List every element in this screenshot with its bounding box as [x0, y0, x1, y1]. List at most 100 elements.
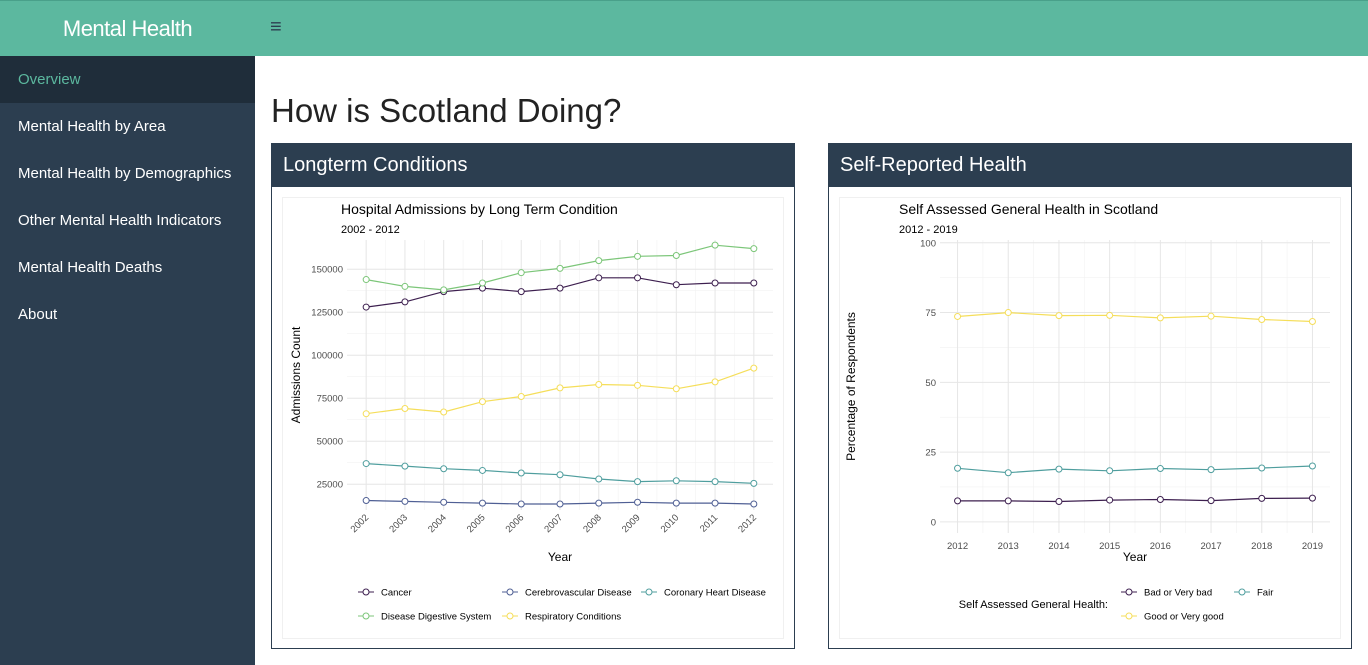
longterm-conditions-box: Longterm Conditions Hospital Admissions …: [271, 143, 795, 649]
data-point: [595, 475, 603, 483]
data-point: [440, 498, 448, 506]
sidebar-item-mental-health-by-demographics[interactable]: Mental Health by Demographics: [18, 165, 232, 182]
x-tick-label: 2019: [1302, 541, 1323, 552]
data-point: [954, 497, 962, 505]
x-tick-label: 2003: [387, 512, 410, 535]
y-tick-label: 150000: [311, 265, 343, 276]
data-point: [517, 288, 525, 296]
series-line: [957, 465, 1313, 474]
sidebar-item-mental-health-by-area[interactable]: Mental Health by Area: [18, 118, 166, 135]
legend-label: Disease Digestive System: [381, 612, 491, 623]
y-tick-label: 75000: [317, 394, 343, 405]
app-title[interactable]: Mental Health: [62, 16, 193, 41]
x-tick-label: 2005: [465, 512, 488, 535]
data-point: [362, 460, 370, 468]
data-point: [1308, 317, 1316, 325]
data-point: [750, 364, 758, 372]
data-point: [1004, 469, 1012, 477]
chart-title: Self Assessed General Health in Scotland: [899, 201, 1158, 217]
data-point: [1308, 494, 1316, 502]
box-body: Hospital Admissions by Long Term Conditi…: [272, 187, 794, 648]
data-point: [711, 499, 719, 507]
y-tick-label: 0: [931, 517, 936, 528]
data-point: [634, 274, 642, 282]
y-tick-label: 50000: [317, 437, 343, 448]
data-point: [672, 281, 680, 289]
data-point: [556, 471, 564, 479]
data-point: [1156, 465, 1164, 473]
legend-title: Self Assessed General Health:: [959, 599, 1108, 611]
data-point: [672, 385, 680, 393]
sidebar-item-mental-health-deaths[interactable]: Mental Health Deaths: [18, 259, 163, 276]
data-point: [634, 252, 642, 260]
x-tick-label: 2007: [542, 512, 565, 535]
y-axis-title: Percentage of Respondents: [844, 312, 858, 461]
chart-subtitle: 2002 - 2012: [341, 224, 400, 236]
y-tick-label: 25000: [317, 480, 343, 491]
data-point: [1308, 462, 1316, 470]
data-point: [362, 303, 370, 311]
legend-key-point: [1125, 588, 1133, 596]
legend-key-point: [506, 588, 514, 596]
data-point: [1258, 316, 1266, 324]
data-point: [440, 408, 448, 416]
box-header: Self-Reported Health: [840, 154, 1027, 176]
data-point: [362, 276, 370, 284]
data-point: [1055, 497, 1063, 505]
admissions-line-chart: Hospital Admissions by Long Term Conditi…: [283, 198, 783, 638]
data-point: [1207, 312, 1215, 320]
x-tick-label: 2010: [659, 512, 682, 535]
data-point: [672, 477, 680, 485]
data-point: [711, 241, 719, 249]
data-point: [595, 257, 603, 265]
x-tick-label: 2006: [504, 512, 527, 535]
data-point: [362, 497, 370, 505]
top-navbar: Mental Health ≡: [0, 0, 1368, 56]
x-tick-label: 2012: [736, 512, 759, 535]
data-point: [1004, 309, 1012, 317]
legend-key-point: [362, 588, 370, 596]
data-point: [1055, 465, 1063, 473]
legend-key-point: [1238, 588, 1246, 596]
x-tick-label: 2004: [426, 512, 449, 535]
x-tick-label: 2012: [947, 541, 968, 552]
sidebar-item-overview[interactable]: Overview: [0, 56, 255, 103]
data-point: [954, 312, 962, 320]
x-axis-title: Year: [548, 550, 572, 564]
data-point: [478, 499, 486, 507]
data-point: [517, 500, 525, 508]
data-point: [1055, 312, 1063, 320]
legend-label: Bad or Very bad: [1144, 588, 1212, 599]
x-tick-label: 2008: [581, 512, 604, 535]
data-point: [634, 381, 642, 389]
data-point: [595, 274, 603, 282]
legend-label: Respiratory Conditions: [525, 612, 621, 623]
data-point: [478, 398, 486, 406]
data-point: [634, 498, 642, 506]
data-point: [1207, 497, 1215, 505]
data-point: [711, 378, 719, 386]
data-point: [440, 286, 448, 294]
data-point: [362, 410, 370, 418]
data-point: [401, 298, 409, 306]
series-line: [957, 497, 1313, 503]
data-point: [517, 392, 525, 400]
legend-key-point: [362, 612, 370, 620]
data-point: [595, 380, 603, 388]
data-point: [1106, 467, 1114, 475]
data-point: [556, 264, 564, 272]
data-point: [440, 465, 448, 473]
hamburger-menu-icon[interactable]: ≡: [270, 16, 282, 38]
x-tick-label: 2013: [998, 541, 1019, 552]
y-axis-title: Admissions Count: [289, 326, 303, 423]
y-tick-label: 50: [925, 378, 936, 389]
x-tick-label: 2014: [1048, 541, 1069, 552]
sidebar-item-other-mental-health-indicators[interactable]: Other Mental Health Indicators: [18, 212, 222, 229]
data-point: [1258, 494, 1266, 502]
legend-key-point: [1125, 612, 1133, 620]
x-tick-label: 2002: [349, 512, 372, 535]
data-point: [1106, 496, 1114, 504]
y-tick-label: 25: [925, 448, 936, 459]
sidebar-item-about[interactable]: About: [18, 306, 58, 323]
y-tick-label: 125000: [311, 308, 343, 319]
